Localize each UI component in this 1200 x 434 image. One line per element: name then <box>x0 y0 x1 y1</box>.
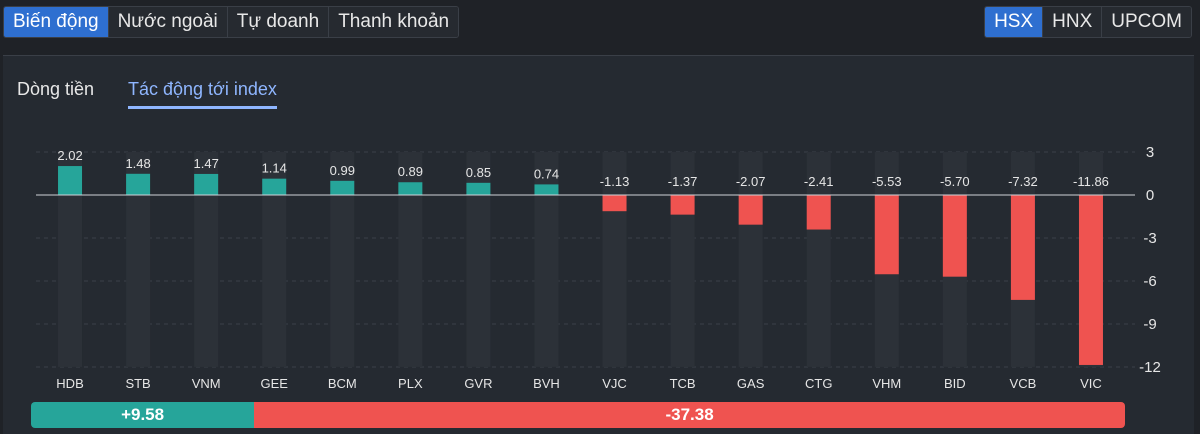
bar-vnm <box>194 173 219 195</box>
bar-background <box>670 152 695 367</box>
y-tick-label: -9 <box>1143 316 1156 333</box>
bar-bvh <box>534 184 559 195</box>
y-tick-label: 0 <box>1146 187 1154 204</box>
category-label-vhm: VHM <box>872 376 901 391</box>
bar-background <box>738 152 763 367</box>
bar-background <box>602 152 627 367</box>
bar-vhm <box>874 195 899 275</box>
category-label-bvh: BVH <box>533 376 560 391</box>
tab-nuoc-ngoai[interactable]: Nước ngoài <box>108 7 228 37</box>
bar-gee <box>262 178 287 195</box>
category-label-gas: GAS <box>737 376 765 391</box>
tab-hsx[interactable]: HSX <box>985 7 1044 37</box>
value-label-gvr: 0.85 <box>466 165 491 180</box>
bar-vjc <box>602 195 627 212</box>
category-label-gvr: GVR <box>464 376 492 391</box>
value-label-gas: -2.07 <box>736 174 766 189</box>
summary-positive: +9.58 <box>31 402 255 428</box>
value-label-vic: -11.86 <box>1073 174 1109 189</box>
category-label-vjc: VJC <box>602 376 627 391</box>
category-label-stb: STB <box>125 376 150 391</box>
view-tabs: Biến động Nước ngoài Tự doanh Thanh khoả… <box>3 6 460 38</box>
y-tick-label: -6 <box>1143 273 1156 290</box>
bar-ctg <box>806 195 831 230</box>
bar-stb <box>126 173 151 195</box>
tab-upcom[interactable]: UPCOM <box>1102 7 1191 37</box>
exchange-tabs: HSX HNX UPCOM <box>984 6 1192 38</box>
category-label-vnm: VNM <box>192 376 221 391</box>
value-label-vnm: 1.47 <box>194 156 219 171</box>
subtab-dong-tien[interactable]: Dòng tiền <box>17 79 95 99</box>
value-label-bvh: 0.74 <box>534 166 559 181</box>
category-label-gee: GEE <box>260 376 288 391</box>
bar-bid <box>942 195 967 277</box>
summary-bar: +9.58 -37.38 <box>31 402 1125 428</box>
category-label-hdb: HDB <box>56 376 83 391</box>
tab-thanh-khoan[interactable]: Thanh khoản <box>329 7 459 37</box>
summary-negative: -37.38 <box>254 402 1125 428</box>
category-label-vic: VIC <box>1080 376 1102 391</box>
subtab-tac-dong-index[interactable]: Tác động tới index <box>128 79 277 109</box>
category-label-bid: BID <box>944 376 966 391</box>
value-label-vjc: -1.13 <box>600 174 630 189</box>
y-tick-label: -12 <box>1139 359 1161 376</box>
bar-background <box>534 152 559 367</box>
value-label-ctg: -2.41 <box>804 174 834 189</box>
bar-tcb <box>670 195 695 215</box>
y-tick-label: -3 <box>1143 230 1156 247</box>
category-label-tcb: TCB <box>670 376 696 391</box>
bar-gas <box>738 195 763 225</box>
bar-plx <box>398 182 423 195</box>
tab-bien-dong[interactable]: Biến động <box>4 7 109 37</box>
category-label-plx: PLX <box>398 376 423 391</box>
value-label-bcm: 0.99 <box>330 163 355 178</box>
category-label-vcb: VCB <box>1010 376 1037 391</box>
tab-hnx[interactable]: HNX <box>1043 7 1103 37</box>
value-label-vhm: -5.53 <box>872 174 902 189</box>
category-label-bcm: BCM <box>328 376 357 391</box>
bar-bcm <box>330 180 355 195</box>
bar-hdb <box>58 166 83 195</box>
value-label-gee: 1.14 <box>262 161 287 176</box>
y-tick-label: 3 <box>1146 144 1154 161</box>
value-label-bid: -5.70 <box>940 174 970 189</box>
bar-background <box>806 152 831 367</box>
value-label-tcb: -1.37 <box>668 174 698 189</box>
bar-vcb <box>1010 195 1035 300</box>
bar-gvr <box>466 182 491 195</box>
bar-vic <box>1078 195 1103 365</box>
value-label-stb: 1.48 <box>125 156 150 171</box>
tab-tu-doanh[interactable]: Tự doanh <box>227 7 330 37</box>
value-label-vcb: -7.32 <box>1008 174 1038 189</box>
value-label-hdb: 2.02 <box>57 148 82 163</box>
value-label-plx: 0.89 <box>398 164 423 179</box>
category-label-ctg: CTG <box>805 376 832 391</box>
